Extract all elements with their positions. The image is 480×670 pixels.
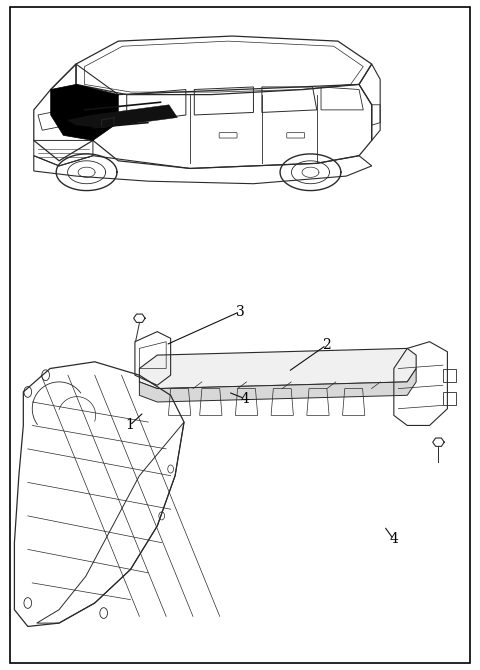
Polygon shape [68,105,178,128]
Text: 2: 2 [322,338,331,352]
Polygon shape [139,369,416,402]
Polygon shape [139,348,416,389]
Text: 4: 4 [240,392,249,405]
Text: 3: 3 [236,305,244,318]
Text: 4: 4 [389,533,398,546]
Polygon shape [51,84,118,141]
Text: 1: 1 [125,419,134,432]
